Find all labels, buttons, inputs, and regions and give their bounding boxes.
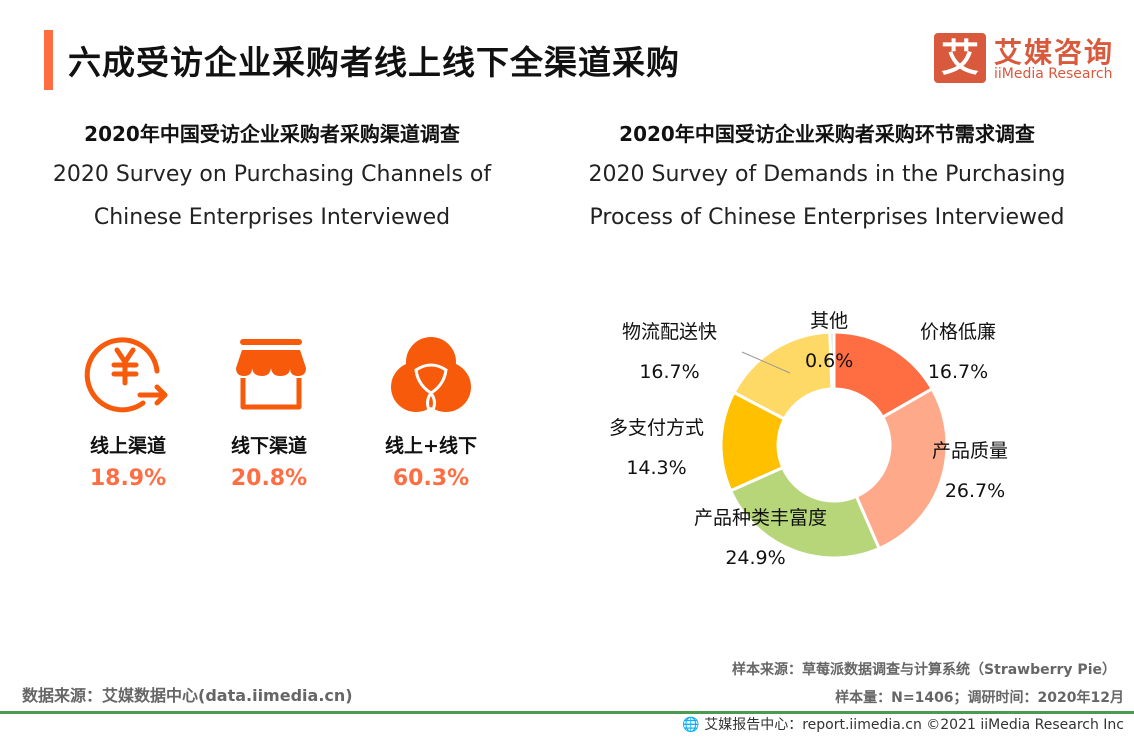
channel-online: 线上渠道 18.9% bbox=[63, 335, 193, 491]
value-label: 16.7% bbox=[639, 361, 700, 383]
left-section-subtitle-2: Chinese Enterprises Interviewed bbox=[93, 205, 451, 230]
donut-slice bbox=[719, 390, 787, 493]
logo-icon: 艾 bbox=[934, 33, 986, 83]
category-label: 其他 bbox=[810, 310, 849, 332]
slice-label: 多支付方式 14.3% bbox=[609, 408, 704, 488]
donut-slice bbox=[731, 330, 834, 422]
value-label: 0.6% bbox=[805, 350, 854, 372]
value-label: 16.7% bbox=[927, 361, 989, 383]
channel-value: 60.3% bbox=[392, 466, 470, 491]
yuan-transfer-icon bbox=[84, 337, 168, 413]
channel-offline: 线下渠道 20.8% bbox=[204, 335, 334, 491]
slice-label: 产品质量 26.7% bbox=[932, 431, 1008, 511]
slice-label: 物流配送快 16.7% bbox=[622, 312, 717, 392]
donut-slice bbox=[832, 330, 935, 420]
data-source: 数据来源：艾媒数据中心(data.iimedia.cn) bbox=[22, 686, 353, 705]
title-accent-bar bbox=[44, 30, 53, 90]
donut-slice bbox=[728, 465, 882, 560]
sample-size: 样本量：N=1406；调研时间：2020年12月 bbox=[835, 690, 1124, 706]
category-label: 价格低廉 bbox=[920, 321, 997, 343]
channel-value: 20.8% bbox=[230, 466, 308, 491]
channel-label: 线上+线下 bbox=[385, 435, 477, 457]
sample-source: 样本来源：草莓派数据调查与计算系统（Strawberry Pie） bbox=[732, 662, 1116, 678]
slice-label: 价格低廉 16.7% bbox=[920, 312, 996, 392]
value-label: 14.3% bbox=[626, 457, 687, 479]
chart-subtitle-2: Process of Chinese Enterprises Interview… bbox=[589, 205, 1065, 230]
report-text: 艾媒报告中心：report.iimedia.cn ©2021 iiMedia R… bbox=[704, 717, 1124, 733]
storefront-icon bbox=[236, 339, 306, 410]
category-label: 产品种类丰富度 bbox=[694, 507, 828, 529]
logo-cn: 艾媒咨询 bbox=[994, 36, 1115, 69]
category-label: 物流配送快 bbox=[622, 321, 718, 343]
donut-slice bbox=[854, 386, 949, 551]
footer-divider bbox=[0, 711, 1134, 714]
slice-label: 其他 0.6% bbox=[805, 301, 853, 381]
slice-label: 产品种类丰富度 24.9% bbox=[694, 498, 827, 578]
category-label: 多支付方式 bbox=[609, 417, 705, 439]
value-label: 24.9% bbox=[725, 547, 786, 569]
channel-label: 线上渠道 bbox=[89, 435, 166, 457]
value-label: 26.7% bbox=[944, 480, 1006, 502]
channel-label: 线下渠道 bbox=[230, 435, 307, 457]
logo-en: iiMedia Research bbox=[994, 66, 1113, 82]
channel-omni: 线上+线下 60.3% bbox=[366, 335, 496, 491]
category-label: 产品质量 bbox=[932, 440, 1009, 462]
leader-line bbox=[741, 351, 791, 374]
page-title: 六成受访企业采购者线上线下全渠道采购 bbox=[68, 43, 680, 82]
chart-subtitle-1: 2020 Survey of Demands in the Purchasing bbox=[588, 162, 1066, 187]
venn-circles-icon bbox=[391, 337, 471, 415]
chart-title: 2020年中国受访企业采购者采购环节需求调查 bbox=[619, 122, 1035, 146]
globe-icon: 🌐 bbox=[682, 717, 700, 733]
left-section-title: 2020年中国受访企业采购者采购渠道调查 bbox=[84, 122, 460, 146]
left-section-subtitle-1: 2020 Survey on Purchasing Channels of bbox=[52, 162, 492, 187]
report-credit: 🌐 艾媒报告中心：report.iimedia.cn ©2021 iiMedia… bbox=[682, 714, 1124, 734]
logo: 艾 艾媒咨询 iiMedia Research bbox=[934, 33, 1114, 85]
channel-value: 18.9% bbox=[89, 466, 167, 491]
